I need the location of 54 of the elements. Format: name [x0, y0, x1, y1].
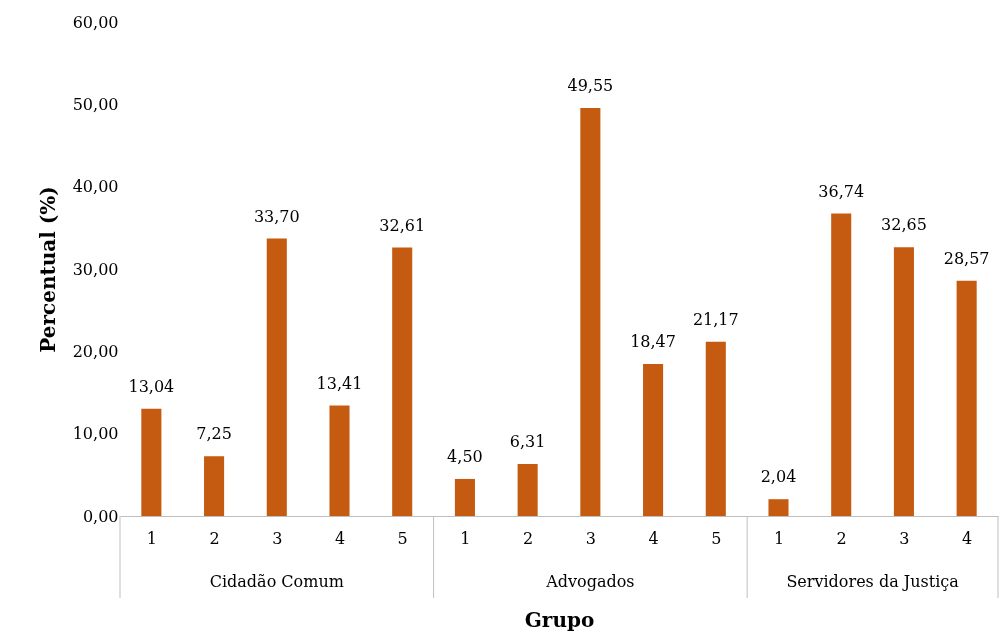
bar: [266, 238, 287, 516]
x-tick-label: 5: [397, 528, 408, 548]
y-tick-label: 40,00: [72, 177, 119, 197]
data-label: 32,61: [379, 215, 426, 235]
bar: [893, 247, 914, 516]
y-tick-label: 10,00: [72, 424, 119, 444]
y-tick-label: 60,00: [72, 12, 119, 32]
data-label: 32,65: [881, 215, 927, 235]
x-tick-label: 3: [899, 528, 910, 548]
data-label: 2,04: [760, 467, 797, 487]
bar: [204, 456, 225, 516]
bar: [329, 405, 350, 516]
bar: [768, 499, 789, 516]
x-tick-label: 4: [962, 528, 973, 548]
bar: [705, 341, 726, 516]
bar: [580, 108, 601, 516]
x-tick-label: 1: [460, 528, 471, 548]
y-axis-title: Percentual (%): [35, 186, 60, 353]
y-tick-label: 0,00: [82, 506, 119, 526]
data-label: 21,17: [692, 309, 739, 329]
text: Advogados: [545, 572, 635, 591]
bar: [517, 464, 538, 516]
x-tick-label: 1: [146, 528, 157, 548]
x-tick-label: 5: [711, 528, 722, 548]
x-tick-label: 3: [272, 528, 283, 548]
data-label: 49,55: [567, 76, 614, 96]
data-label: 6,31: [509, 432, 546, 452]
x-tick-label: 2: [209, 528, 220, 548]
x-tick-label: 4: [334, 528, 346, 548]
x-tick-label: 1: [773, 528, 785, 548]
x-axis-title: Grupo: [524, 607, 595, 632]
data-label: 36,74: [818, 181, 865, 201]
y-tick-label: 30,00: [72, 259, 119, 279]
bar: [141, 408, 162, 516]
data-label: 13,41: [316, 373, 363, 393]
x-tick-label: 4: [648, 528, 659, 548]
text: Cidadão Comum: [209, 572, 344, 591]
data-label: 18,47: [630, 331, 676, 351]
data-label: 13,04: [128, 376, 175, 396]
data-label: 33,70: [253, 206, 300, 226]
y-tick-label: 50,00: [72, 94, 119, 114]
text: Servidores da Justiça: [786, 572, 960, 591]
x-tick-label: 2: [523, 528, 534, 548]
bar: [392, 247, 413, 516]
x-tick-label: 2: [836, 528, 847, 548]
data-label: 28,57: [943, 248, 990, 268]
bar: [831, 213, 852, 516]
bar: [454, 478, 475, 516]
y-tick-label: 20,00: [72, 341, 119, 361]
x-tick-label: 3: [585, 528, 596, 548]
bar: [956, 280, 977, 516]
data-label: 7,25: [196, 424, 232, 444]
data-label: 4,50: [447, 446, 483, 466]
bar: [643, 363, 664, 516]
